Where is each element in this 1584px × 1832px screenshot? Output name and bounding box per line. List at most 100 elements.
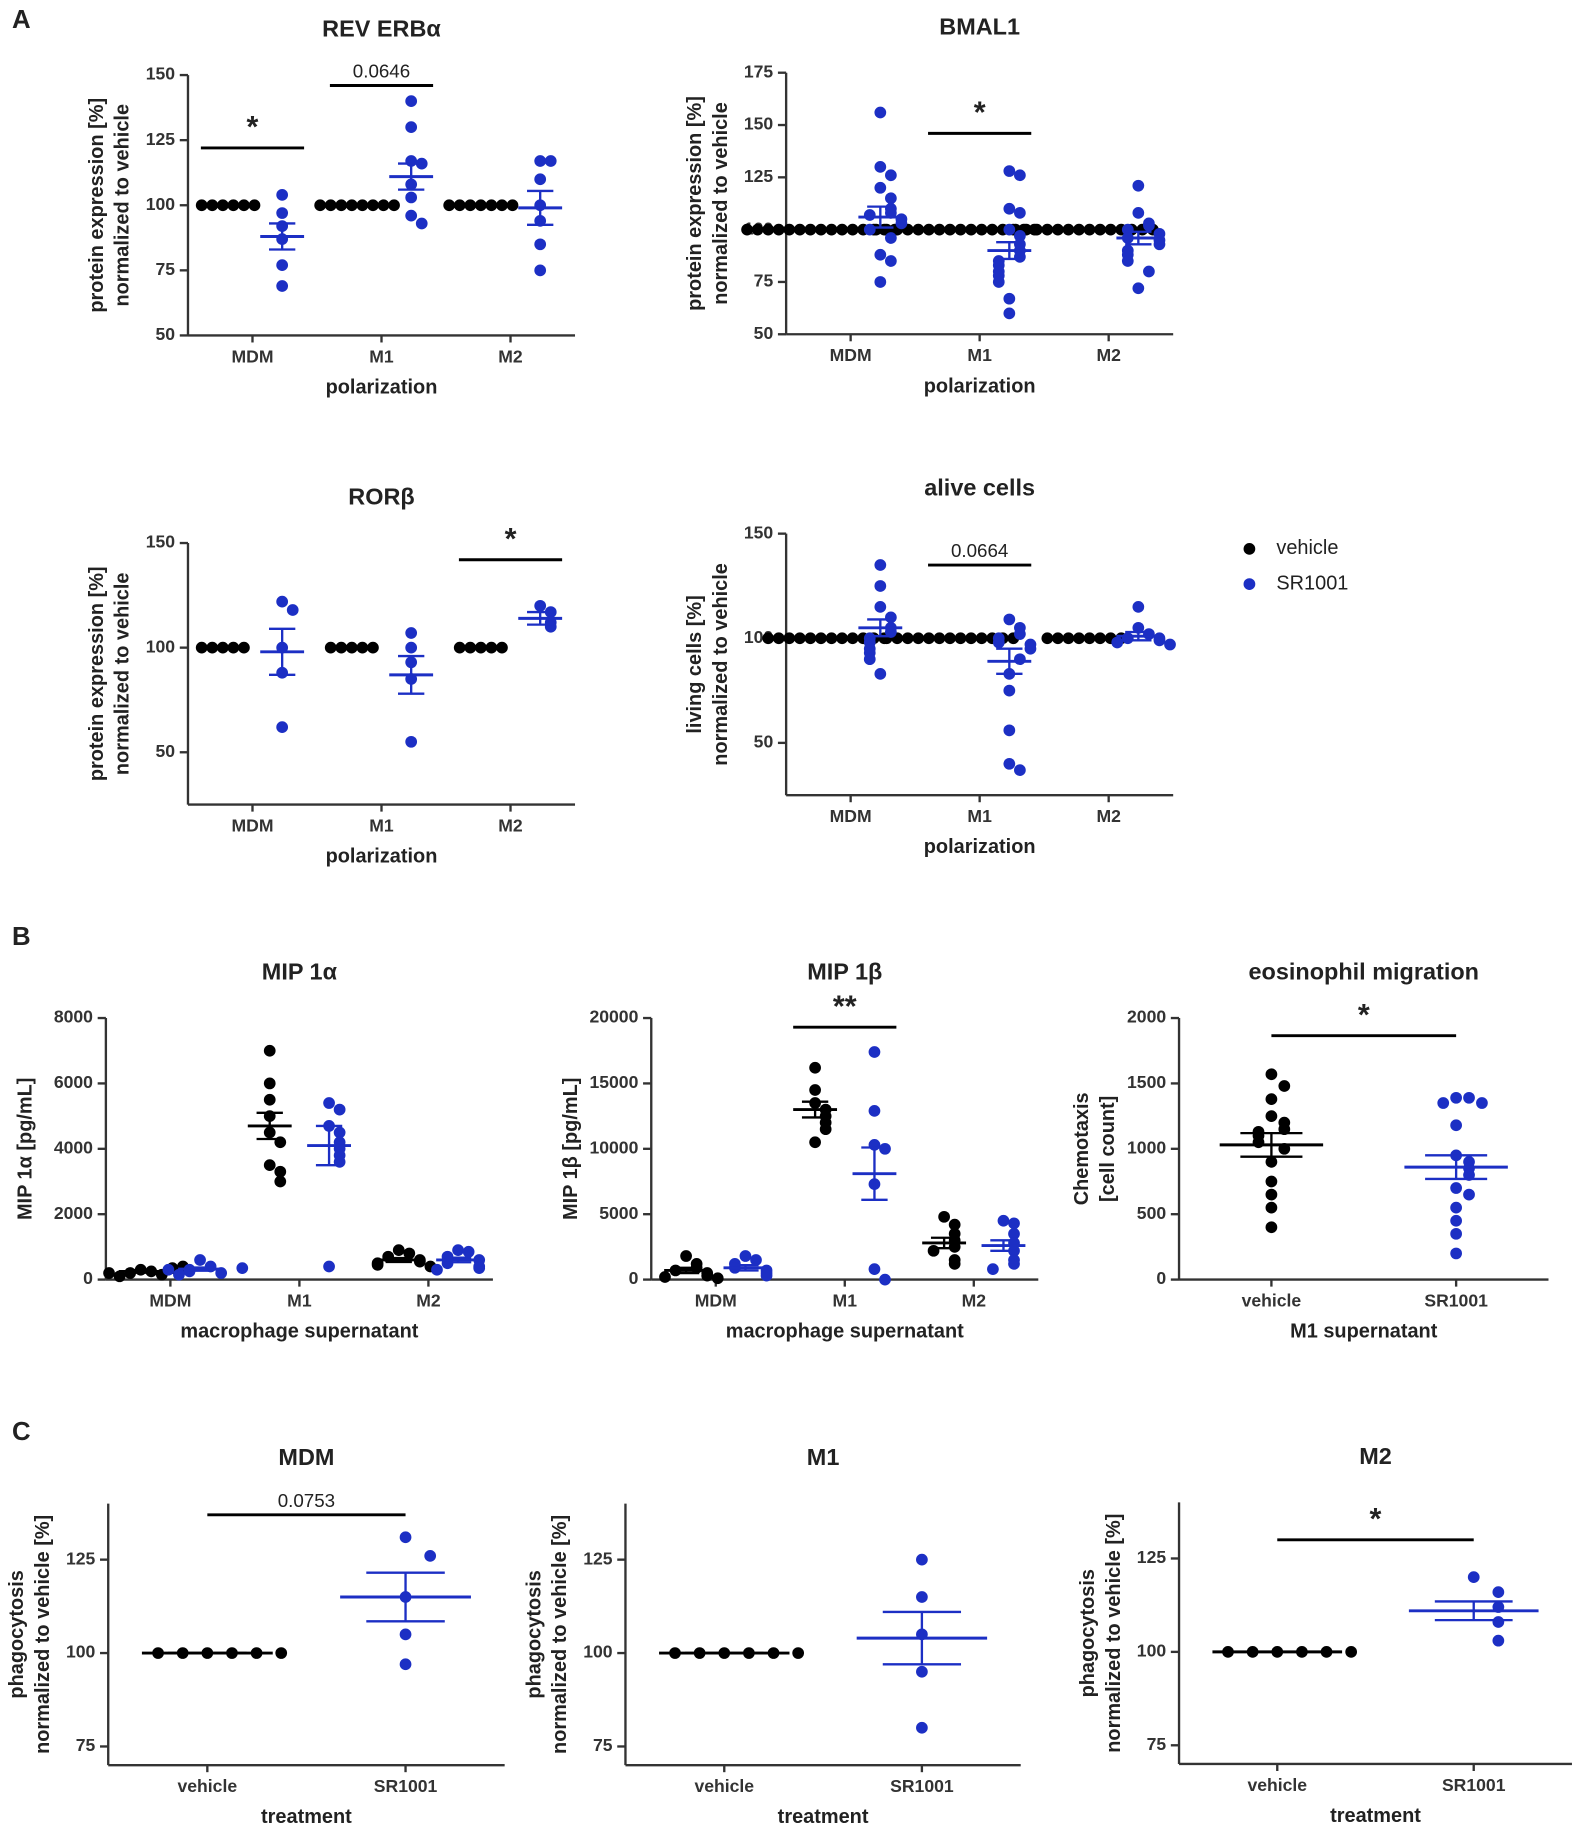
data-point — [916, 1553, 928, 1566]
data-point — [874, 601, 887, 613]
chart-title: MDM — [278, 1444, 334, 1470]
data-point — [895, 217, 908, 230]
data-point — [1143, 219, 1155, 232]
data-point — [1463, 1091, 1475, 1104]
data-point — [1132, 207, 1145, 219]
data-point — [399, 1658, 412, 1671]
data-point — [783, 632, 796, 645]
y-tick-label: 50 — [156, 741, 176, 761]
data-point — [405, 209, 418, 222]
chart-title: MIP 1α — [262, 959, 338, 985]
y-tick-label: 150 — [744, 114, 774, 134]
y-axis-label: normalized to vehicle [%] — [1103, 1514, 1125, 1753]
data-point — [1008, 1217, 1020, 1230]
data-point — [874, 181, 887, 194]
data-point — [1121, 632, 1134, 645]
data-point — [809, 1061, 821, 1074]
data-point — [1030, 223, 1043, 236]
x-tick-label: MDM — [149, 1291, 191, 1311]
data-point — [885, 232, 897, 244]
data-point — [1278, 1080, 1291, 1092]
data-point — [772, 632, 785, 645]
legend-marker — [1243, 578, 1256, 590]
y-tick-label: 50 — [754, 323, 774, 343]
significance-label: * — [1358, 998, 1370, 1032]
data-point — [1143, 628, 1155, 640]
y-tick-label: 75 — [156, 259, 176, 279]
y-tick-label: 5000 — [599, 1203, 638, 1223]
y-axis-label: normalized to vehicle — [710, 563, 732, 766]
chart-title: eosinophil migration — [1249, 959, 1479, 985]
data-point — [323, 1097, 335, 1109]
data-point — [916, 1665, 928, 1678]
significance-label: 0.0646 — [353, 61, 410, 82]
data-point — [392, 1244, 405, 1257]
x-axis-label: treatment — [778, 1806, 869, 1828]
data-point — [1153, 238, 1166, 251]
panel-label: B — [12, 923, 31, 951]
data-point — [659, 1271, 671, 1283]
chart-title: RORβ — [348, 484, 414, 510]
y-tick-label: 125 — [744, 166, 774, 186]
y-tick-label: 50 — [754, 732, 774, 752]
chart-title: MIP 1β — [807, 959, 882, 985]
data-point — [975, 632, 988, 645]
x-tick-label: M2 — [962, 1291, 987, 1311]
data-point — [701, 1269, 714, 1282]
y-axis-label: protein expression [%] — [86, 98, 108, 313]
data-point — [534, 264, 547, 277]
data-point — [1164, 638, 1176, 651]
data-point — [868, 1105, 881, 1117]
data-point — [263, 1159, 276, 1172]
data-point — [879, 1273, 891, 1286]
y-tick-label: 100 — [1137, 1641, 1167, 1661]
x-axis-label: macrophage supernatant — [180, 1321, 418, 1343]
x-tick-label: MDM — [231, 816, 273, 836]
y-tick-label: 0 — [83, 1268, 93, 1288]
x-tick-label: SR1001 — [890, 1776, 954, 1796]
data-point — [741, 223, 753, 236]
y-axis-label: protein expression [%] — [86, 566, 108, 781]
data-point — [276, 280, 289, 292]
chart-title: M1 — [807, 1444, 840, 1470]
data-point — [534, 173, 547, 186]
data-point — [868, 1263, 881, 1275]
data-point — [1265, 1201, 1278, 1214]
data-point — [405, 95, 418, 107]
y-tick-label: 100 — [583, 1642, 613, 1662]
data-point — [912, 632, 925, 645]
data-point — [1132, 601, 1145, 613]
data-point — [1450, 1201, 1462, 1214]
y-tick-label: 125 — [1137, 1547, 1167, 1567]
data-point — [1437, 1097, 1450, 1109]
panel-label: C — [12, 1418, 31, 1446]
data-point — [286, 604, 299, 616]
y-tick-label: 20000 — [589, 1007, 638, 1027]
data-point — [809, 1084, 821, 1096]
data-point — [1014, 207, 1026, 219]
data-point — [792, 1647, 805, 1659]
data-point — [885, 255, 897, 267]
data-point — [1003, 292, 1016, 305]
y-axis-label: normalized to vehicle [%] — [32, 1515, 54, 1754]
legend-label: SR1001 — [1276, 572, 1348, 594]
data-point — [1265, 1221, 1278, 1234]
data-point — [874, 106, 887, 119]
data-point — [274, 1165, 287, 1178]
data-point — [276, 595, 289, 608]
data-point — [1492, 1586, 1505, 1598]
data-point — [473, 1262, 486, 1275]
y-axis-label: phagocytosis — [6, 1570, 28, 1698]
data-point — [863, 209, 876, 221]
x-tick-label: M2 — [1096, 806, 1121, 826]
data-point — [276, 188, 289, 201]
data-point — [248, 199, 261, 212]
data-point — [1003, 724, 1016, 737]
data-point — [1450, 1119, 1462, 1132]
data-point — [987, 1263, 999, 1275]
y-tick-label: 100 — [146, 194, 176, 214]
data-point — [1041, 223, 1054, 236]
data-point — [1003, 202, 1016, 215]
y-tick-label: 1500 — [1127, 1072, 1166, 1092]
data-point — [1265, 1175, 1278, 1188]
